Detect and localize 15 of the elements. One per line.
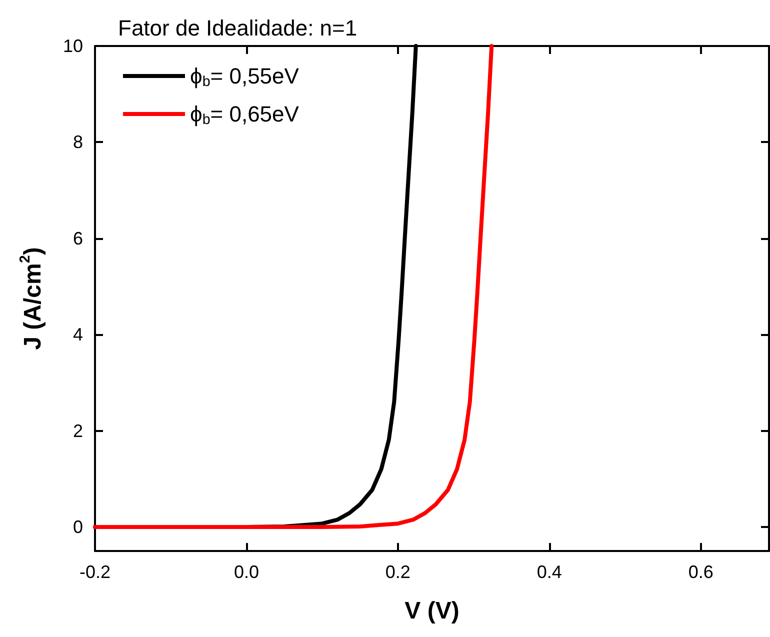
- x-tick-label: 0.2: [385, 562, 410, 582]
- x-tick-label: 0.6: [688, 562, 714, 582]
- chart-title: Fator de Idealidade: n=1: [118, 16, 358, 40]
- x-axis-title: V (V): [404, 598, 460, 624]
- y-axis-title: J (A/cm2): [18, 247, 46, 350]
- line-series: [93, 44, 494, 529]
- y-tick-label: 0: [72, 516, 83, 537]
- y-tick-label: 4: [72, 324, 83, 345]
- x-tick-label: 0.4: [536, 562, 562, 582]
- y-tick-label: 6: [72, 228, 83, 248]
- x-tick-label: 0.0: [234, 562, 259, 582]
- x-tick-label: -0.2: [79, 562, 111, 582]
- y-tick-label: 2: [72, 420, 83, 441]
- y-tick-label: 10: [62, 36, 83, 56]
- y-tick-label: 8: [72, 132, 83, 152]
